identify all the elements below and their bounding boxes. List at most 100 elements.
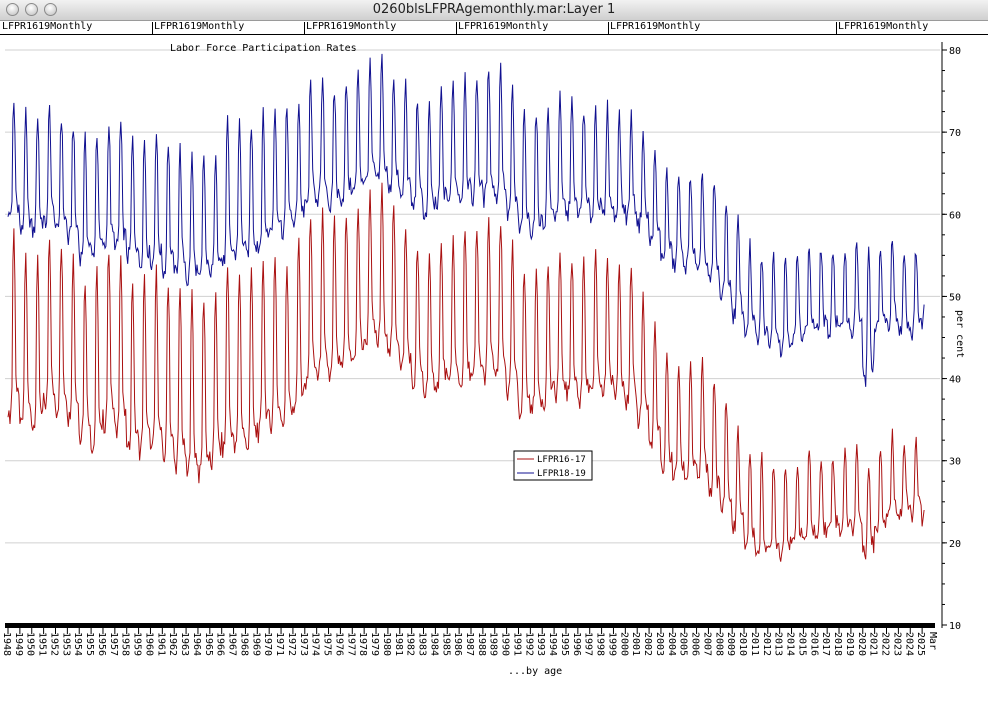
header-tab[interactable]: LFPR1619Monthly: [838, 21, 929, 32]
x-tick-label: 1970: [262, 632, 273, 656]
x-tick-label: 1967: [227, 632, 238, 656]
x-tick-label: 2022: [880, 632, 891, 656]
x-tick-label: 2002: [642, 632, 653, 656]
x-tick-label: 1948: [1, 632, 12, 656]
header-separator: [304, 22, 305, 34]
x-tick-label: 2025: [915, 632, 926, 656]
x-tick-label: 1951: [37, 632, 48, 656]
series-line-LFPR16-17: [7, 182, 925, 562]
x-axis-ticks: 1948 1949 1950 1951 1952 1953 1954 1955 1956 1957…: [1, 628, 938, 656]
x-tick-label: 1972: [286, 632, 297, 656]
x-tick-label: 1958: [120, 632, 131, 656]
x-tick-label: 1980: [381, 632, 392, 656]
window-titlebar: 0260blsLFPRAgemonthly.mar:Layer 1: [0, 0, 988, 21]
x-tick-label: 1991: [511, 632, 522, 656]
header-tab[interactable]: LFPR1619Monthly: [306, 21, 397, 32]
x-tick-label: 1965: [203, 632, 214, 656]
x-tick-label: 1990: [500, 632, 511, 656]
x-tick-label: 1996: [571, 632, 582, 656]
y-tick-label: 60: [949, 210, 961, 221]
y-tick-label: 20: [949, 539, 961, 550]
x-tick-label: 1981: [393, 632, 404, 656]
header-separator: [836, 22, 837, 34]
x-tick-label: 1973: [298, 632, 309, 656]
x-tick-label: 1964: [191, 632, 202, 656]
x-tick-label: 1994: [547, 632, 558, 656]
y-axis-label: per cent: [954, 310, 965, 358]
x-tick-label: 2016: [808, 632, 819, 656]
header-separator: [456, 22, 457, 34]
header-separator: [152, 22, 153, 34]
x-tick-label: 1983: [417, 632, 428, 656]
y-tick-label: 80: [949, 46, 961, 57]
x-tick-label: 2013: [773, 632, 784, 656]
x-tick-label: 1971: [274, 632, 285, 656]
x-tick-label: 2000: [618, 632, 629, 656]
x-tick-label: 1953: [60, 632, 71, 656]
x-tick-label: 2006: [690, 632, 701, 656]
x-tick-label: 1979: [369, 632, 380, 656]
minimize-window-button[interactable]: [25, 3, 38, 16]
x-tick-label: 1993: [535, 632, 546, 656]
x-tick-label: 1956: [96, 632, 107, 656]
x-tick-label: 2018: [832, 632, 843, 656]
x-tick-label: 2020: [856, 632, 867, 656]
x-tick-label: 2023: [891, 632, 902, 656]
x-tick-label: 1968: [238, 632, 249, 656]
y-tick-label: 40: [949, 375, 961, 386]
x-tick-label: 2010: [737, 632, 748, 656]
header-separator: [608, 22, 609, 34]
x-tick-label: 2004: [666, 632, 677, 656]
x-tick-label: 1987: [464, 632, 475, 656]
legend-label-18-19: LFPR18-19: [537, 469, 586, 479]
x-axis-baseline: [5, 623, 935, 628]
x-tick-label: 2014: [785, 632, 796, 656]
header-tab[interactable]: LFPR1619Monthly: [458, 21, 549, 32]
x-tick-label: 2024: [903, 632, 914, 656]
x-tick-label: 1955: [84, 632, 95, 656]
legend-box: [513, 450, 593, 481]
y-tick-label: 70: [949, 128, 961, 139]
x-tick-label: 1960: [143, 632, 154, 656]
x-tick-label: 1966: [215, 632, 226, 656]
series-header-bar: LFPR1619Monthly LFPR1619Monthly LFPR1619…: [0, 20, 988, 35]
x-tick-label: 2011: [749, 632, 760, 656]
x-tick-label: 1982: [405, 632, 416, 656]
x-tick-label: 1963: [179, 632, 190, 656]
y-tick-label: 30: [949, 457, 961, 468]
chart-legend: LFPR16-17 LFPR18-19: [513, 450, 593, 481]
x-tick-label: 1999: [606, 632, 617, 656]
series-lines: [7, 53, 925, 562]
series-line-LFPR18-19: [7, 53, 925, 387]
x-tick-label: 1978: [357, 632, 368, 656]
header-tab[interactable]: LFPR1619Monthly: [610, 21, 701, 32]
zoom-window-button[interactable]: [44, 3, 57, 16]
x-tick-label: 1962: [167, 632, 178, 656]
x-tick-label: 1989: [488, 632, 499, 656]
y-tick-label: 10: [949, 621, 961, 632]
x-tick-label: 1969: [250, 632, 261, 656]
x-tick-label: 1985: [440, 632, 451, 656]
x-tick-label: 2012: [761, 632, 772, 656]
x-tick-label: 1998: [595, 632, 606, 656]
x-tick-label: 1950: [25, 632, 36, 656]
x-end-label: Mar: [927, 632, 938, 650]
x-tick-label: 1976: [333, 632, 344, 656]
y-axis-ticks: 10 20 30 40 50 60 70 80: [942, 46, 961, 632]
x-tick-label: 2003: [654, 632, 665, 656]
x-tick-label: 1995: [559, 632, 570, 656]
x-tick-label: 1997: [583, 632, 594, 656]
x-tick-label: 2001: [630, 632, 641, 656]
x-tick-label: 1986: [452, 632, 463, 656]
close-window-button[interactable]: [6, 3, 19, 16]
x-tick-label: 2021: [868, 632, 879, 656]
header-tab[interactable]: LFPR1619Monthly: [154, 21, 245, 32]
x-tick-label: 1975: [322, 632, 333, 656]
x-tick-label: 1988: [476, 632, 487, 656]
x-tick-label: 2019: [844, 632, 855, 656]
x-tick-label: 1954: [72, 632, 83, 656]
chart-title: Labor Force Participation Rates: [170, 43, 357, 54]
x-tick-label: 1974: [310, 632, 321, 656]
header-tab[interactable]: LFPR1619Monthly: [2, 21, 93, 32]
